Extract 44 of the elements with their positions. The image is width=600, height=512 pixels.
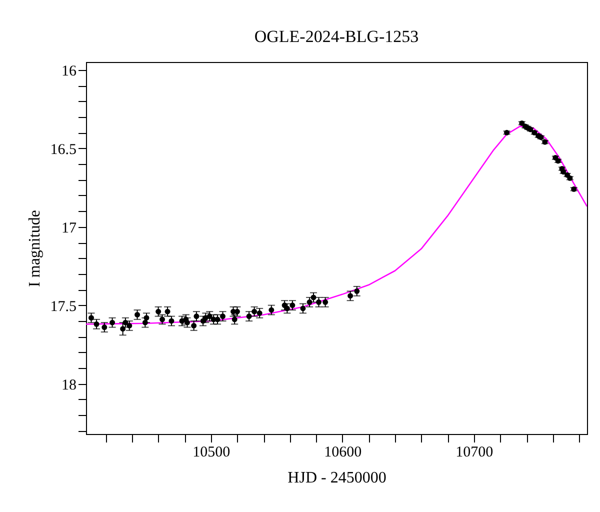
point [142, 320, 148, 326]
point [290, 302, 296, 308]
point [156, 308, 162, 314]
point [126, 322, 132, 328]
point [310, 294, 316, 300]
point [88, 315, 94, 321]
point [160, 316, 166, 322]
point [306, 299, 312, 305]
point [94, 321, 100, 327]
point [300, 306, 306, 312]
chart-title: OGLE-2024-BLG-1253 [254, 27, 419, 46]
x-tick-label: 10700 [456, 444, 494, 460]
point [122, 320, 128, 326]
x-tick-label: 10600 [324, 444, 362, 460]
point [354, 288, 360, 294]
point [252, 308, 258, 314]
y-tick-label: 17 [62, 220, 77, 236]
point [232, 316, 238, 322]
point [110, 320, 116, 326]
point [220, 314, 226, 320]
point [316, 299, 322, 305]
point [144, 315, 150, 321]
y-tick-label: 16.5 [50, 142, 76, 158]
point [191, 322, 197, 328]
y-tick-label: 17.5 [50, 298, 76, 315]
point [134, 312, 140, 318]
y-tick-label: 18 [62, 377, 76, 394]
point [164, 308, 170, 314]
point [268, 307, 274, 313]
point [194, 314, 200, 320]
x-tick-label: 10500 [192, 444, 230, 460]
point [256, 310, 262, 316]
y-tick-label: 16 [62, 63, 77, 80]
point [246, 314, 252, 320]
point [168, 318, 174, 324]
point [102, 324, 108, 330]
point [322, 299, 328, 305]
y-axis-title: I magnitude [26, 210, 44, 287]
x-axis-title: HJD - 2450000 [288, 470, 386, 486]
point [120, 326, 126, 332]
point [206, 314, 212, 320]
point [560, 169, 566, 175]
point [348, 293, 354, 299]
point [184, 320, 190, 326]
